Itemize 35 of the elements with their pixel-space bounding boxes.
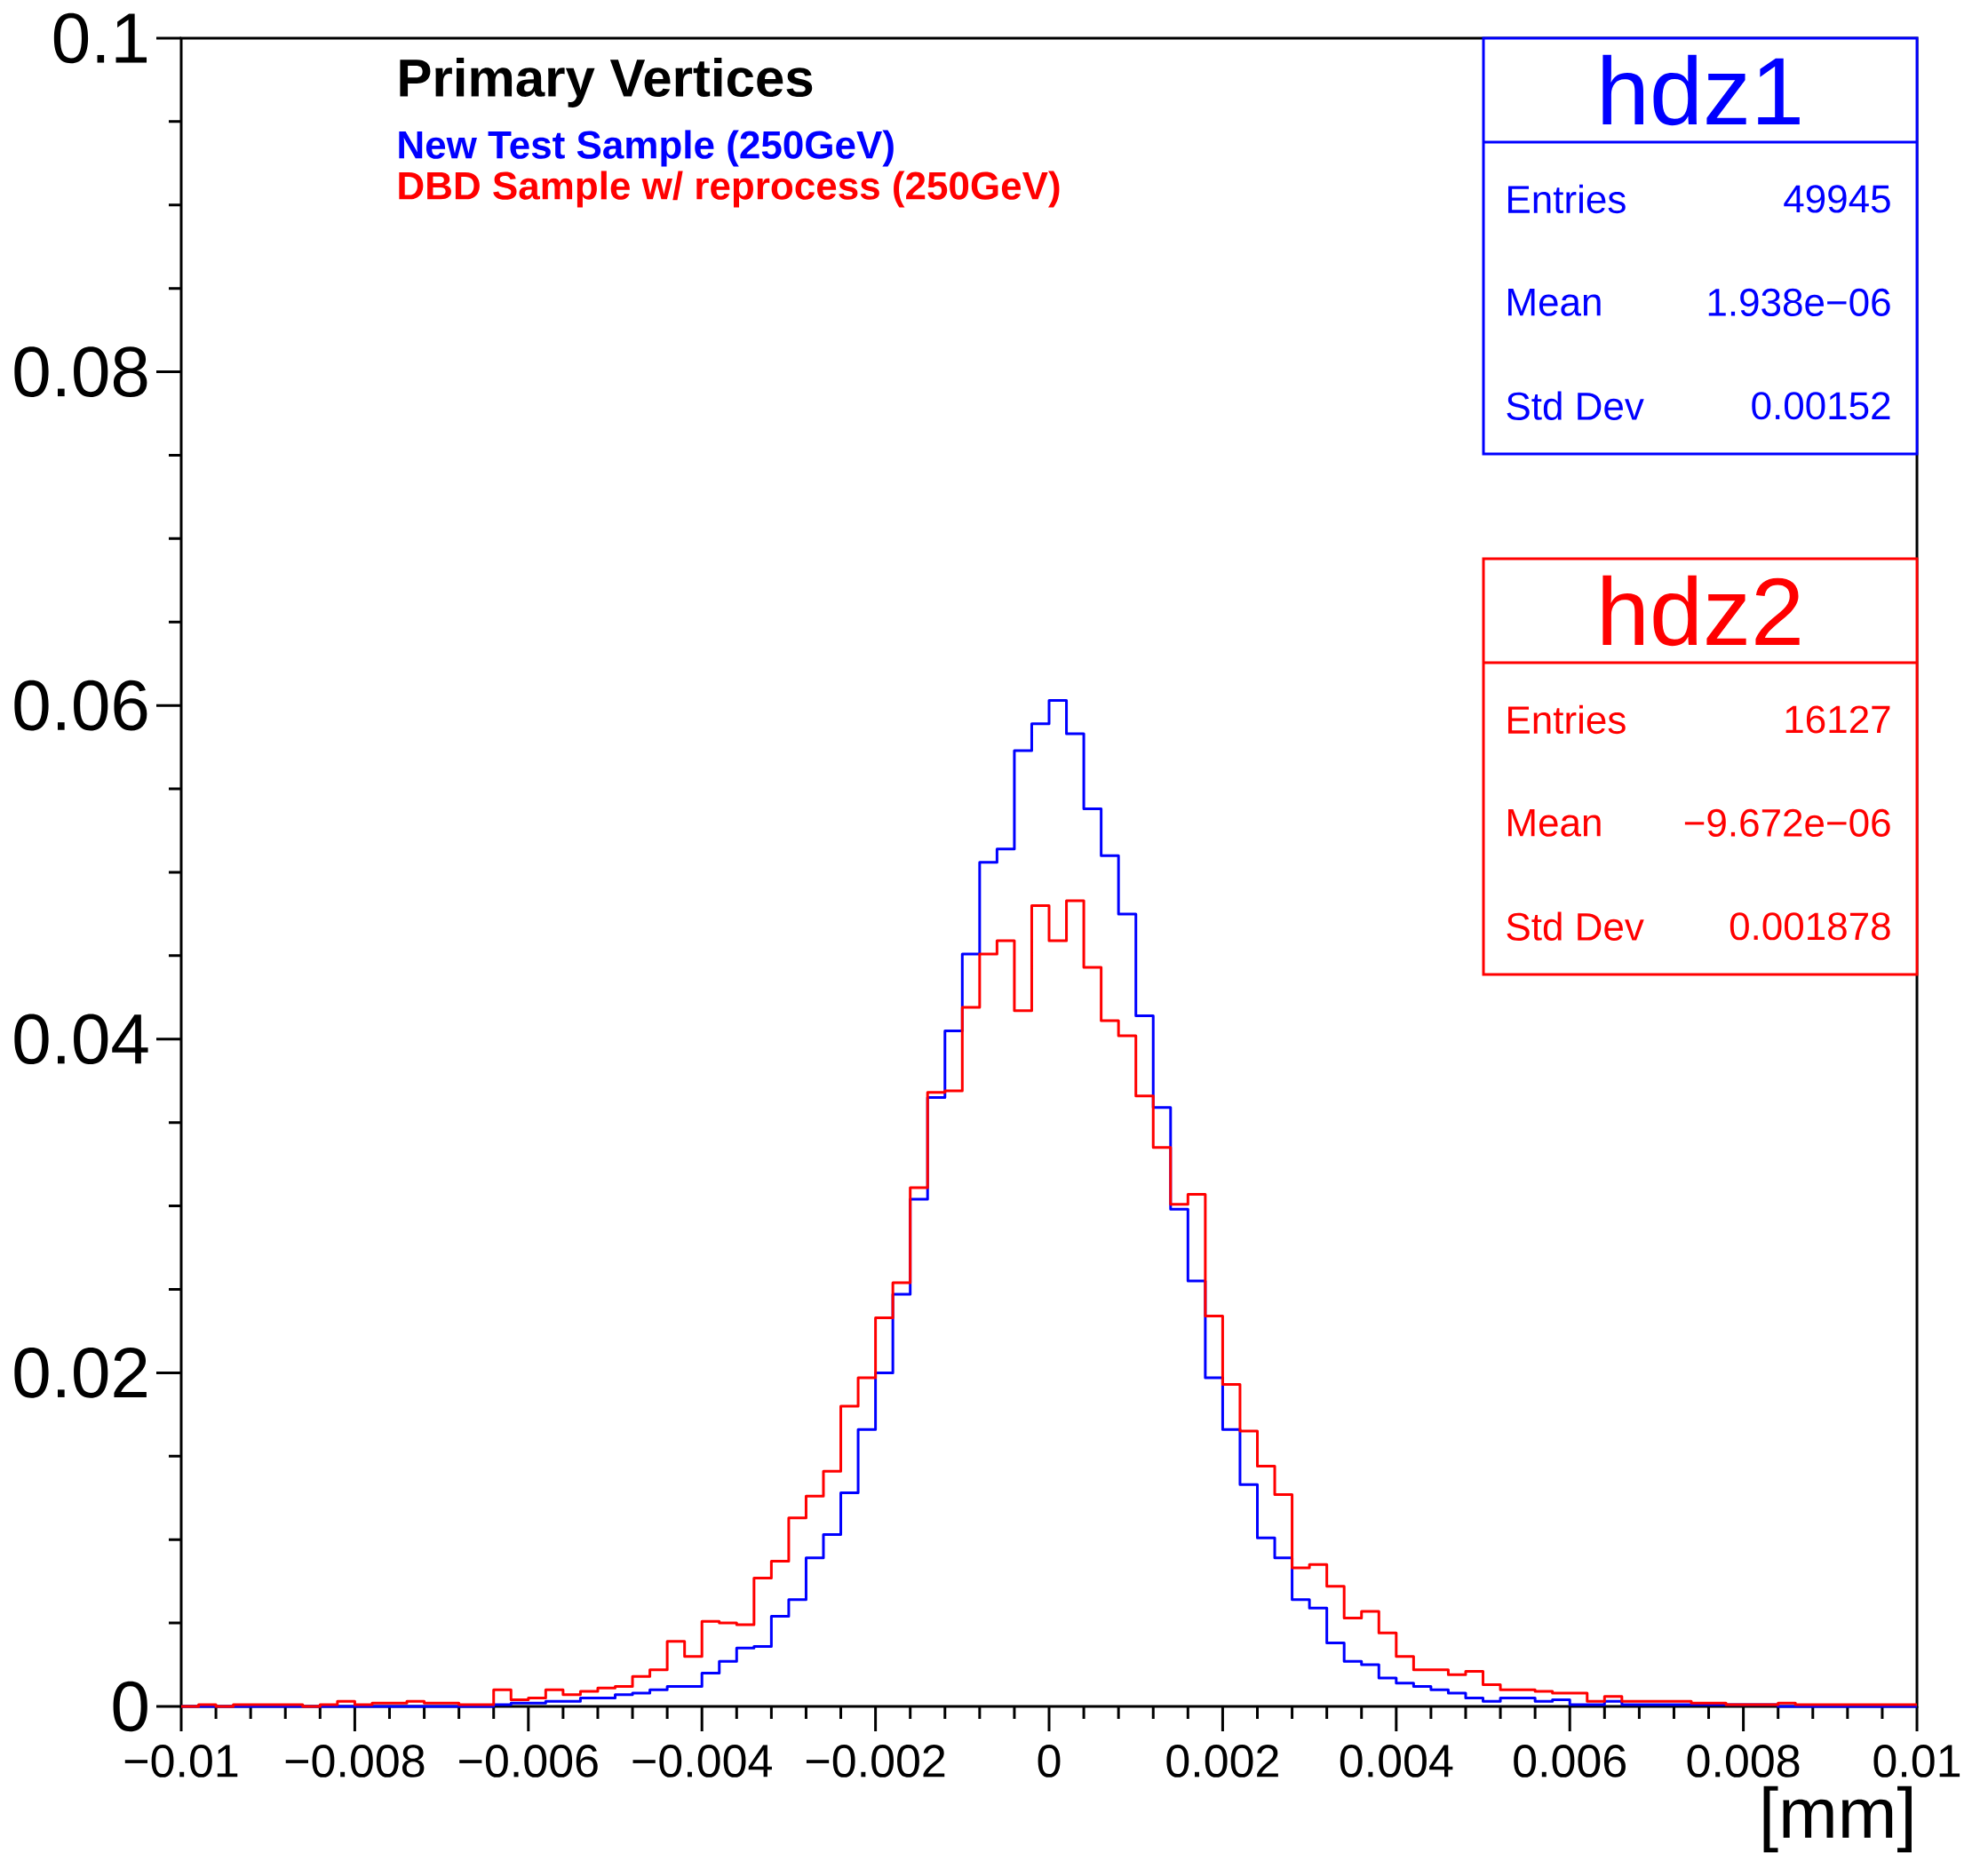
x-tick-label: 0.006 [1514,1745,1626,1777]
x-tick-label: −0.004 [632,1745,772,1777]
x-tick-label: 0.008 [1687,1745,1800,1777]
x-tick-label: −0.006 [459,1745,598,1777]
x-axis-title: [mm] [1763,1785,1912,1853]
annotation: 1.938e−06 [1708,288,1890,316]
x-tick-label: 0.01 [1873,1745,1960,1777]
annotation: Mean [1508,289,1601,316]
y-tick-label: 0.06 [14,680,147,731]
x-tick-label: −0.002 [806,1745,945,1777]
x-tick-label: 0.004 [1340,1745,1453,1777]
annotation: hdz1 [1602,54,1800,126]
y-tick-label: 0.02 [14,1348,147,1398]
annotation: Mean [1508,809,1601,837]
annotation: 0.001878 [1730,912,1890,941]
y-tick-label: 0 [113,1681,147,1732]
y-tick-label: 0.08 [14,346,147,397]
y-tick-label: 0.1 [53,12,147,64]
text: DBD Sample w/ reprocess (250GeV) [399,171,1060,208]
text: New Test Sample (250GeV) [399,130,894,167]
annotation: Std Dev [1507,391,1644,420]
x-tick-label: 0 [1038,1745,1061,1777]
annotation: hdz2 [1602,575,1800,647]
annotation: −9.672e−06 [1684,808,1890,837]
annotation: 49945 [1784,185,1890,213]
annotation: Entries [1508,704,1626,735]
annotation: Entries [1508,184,1626,214]
x-tick-label: −0.008 [285,1745,425,1777]
x-tick-label: −0.01 [124,1745,238,1777]
annotation: 0.00152 [1752,392,1890,420]
x-tick-label: 0.002 [1166,1745,1278,1777]
chart-title: Primary Vertices [400,58,813,107]
annotation: 16127 [1785,705,1890,734]
y-tick-label: 0.04 [14,1014,148,1065]
annotation: Std Dev [1507,911,1644,941]
